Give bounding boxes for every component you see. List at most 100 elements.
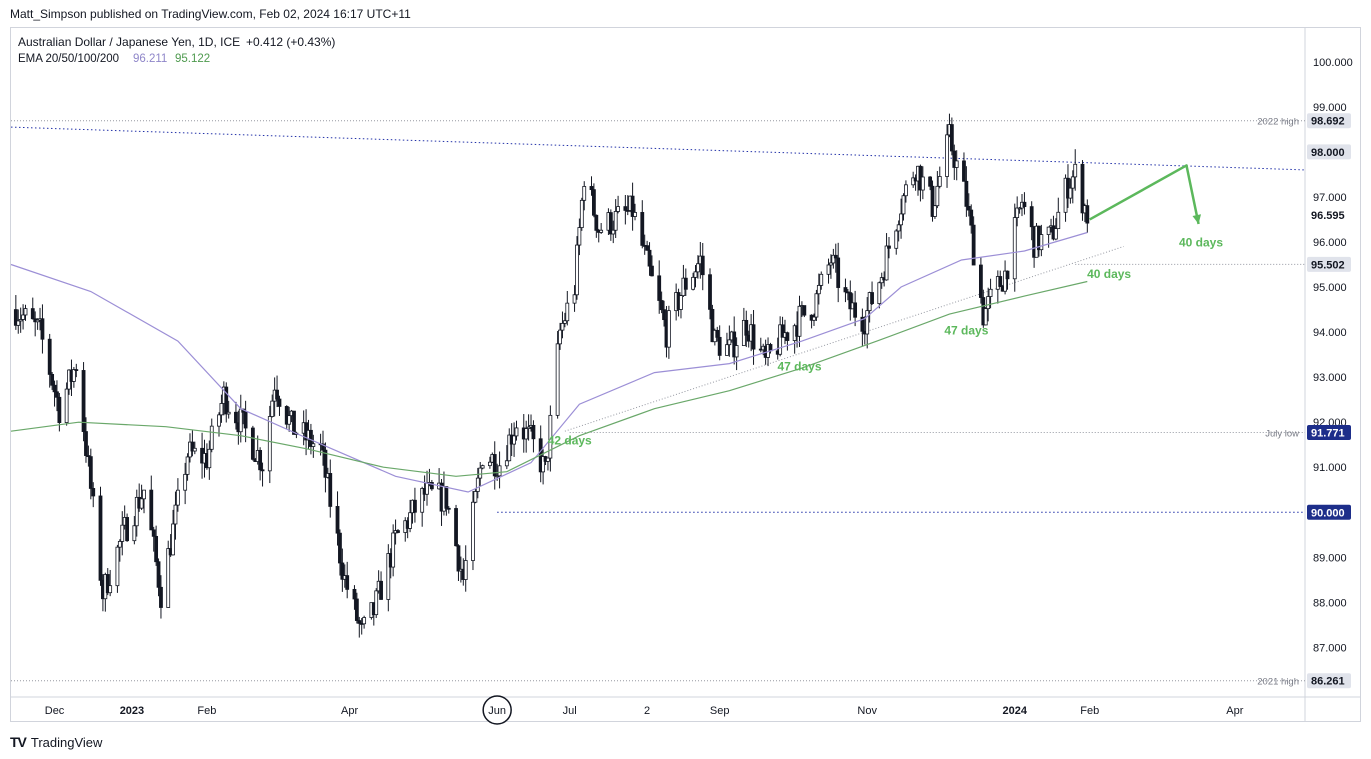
candle-body <box>185 456 190 475</box>
candle-body <box>267 416 272 472</box>
candle-body <box>971 224 976 266</box>
candle-body <box>71 369 76 382</box>
candle-body <box>558 329 562 345</box>
candle-body <box>23 308 28 316</box>
price-tick-label: 89.000 <box>1313 552 1347 564</box>
candle-body <box>647 249 652 267</box>
candle-body <box>831 254 836 264</box>
candle-body <box>270 400 275 417</box>
candle-body <box>734 345 739 358</box>
candle-body <box>778 324 783 355</box>
candle-body <box>492 454 497 477</box>
price-tag-label: 95.502 <box>1311 259 1345 271</box>
time-tick-label: Dec <box>45 705 65 717</box>
candle-body <box>848 292 853 310</box>
candle-body <box>679 295 683 310</box>
candle-body <box>1068 187 1073 199</box>
candle-body <box>562 320 567 324</box>
candle-body <box>933 205 937 217</box>
candle-body <box>374 590 379 616</box>
price-tag <box>1307 113 1351 129</box>
candle-body <box>962 160 966 182</box>
candle-body <box>978 264 983 298</box>
time-tick-label: 2023 <box>120 705 144 717</box>
price-tag-label: 98.692 <box>1311 116 1345 128</box>
tradingview-logo[interactable]: TV TradingView <box>10 734 102 750</box>
candle-body <box>105 574 110 594</box>
candle-body <box>514 427 519 437</box>
candle-body <box>275 389 279 400</box>
candle-body <box>117 540 122 548</box>
candle-body <box>243 411 248 429</box>
horizontal-levels: 2022 high July low 2021 high <box>11 117 1305 688</box>
candle-body <box>488 461 492 467</box>
candle-body <box>901 195 906 215</box>
candle-body <box>357 620 362 624</box>
candle-body <box>456 545 461 572</box>
candle-body <box>173 504 178 525</box>
candle-body <box>896 224 901 232</box>
ema-50-line <box>10 231 1088 493</box>
candle-body <box>183 473 188 491</box>
candle-body <box>475 477 480 492</box>
candle-body <box>952 150 957 168</box>
price-tick-label: 87.000 <box>1313 642 1347 654</box>
price-tag <box>1307 256 1351 272</box>
candle-body <box>40 318 45 340</box>
candle-body <box>134 496 139 527</box>
candle-body <box>88 456 93 489</box>
candle-body <box>352 588 357 600</box>
candle-body <box>379 580 383 600</box>
candle-body <box>52 384 57 393</box>
candle-body <box>16 320 21 326</box>
candle-body <box>904 184 908 197</box>
time-axis[interactable]: Dec 2023 Feb Apr Jun Jul 2 Sep Nov 2024 Feb Apr <box>45 695 1244 725</box>
candle-body <box>345 575 350 590</box>
candle-body <box>323 449 328 478</box>
candle-body <box>1070 176 1075 189</box>
candle-body <box>1056 211 1061 230</box>
ema-200-line <box>10 280 1088 477</box>
time-tick-label: 2 <box>644 705 650 717</box>
candle-body <box>812 316 816 321</box>
candle-body <box>894 230 899 249</box>
candle-body <box>589 186 594 191</box>
candle-body <box>696 263 700 273</box>
candle-body <box>572 294 577 304</box>
candle-body <box>870 292 874 304</box>
candle-body <box>945 134 949 177</box>
candle-body <box>645 245 650 251</box>
candle-body <box>13 309 18 326</box>
candle-body <box>480 465 485 469</box>
candle-body <box>966 205 971 211</box>
candle-body <box>425 482 429 495</box>
candle-body <box>836 257 841 288</box>
time-tick-label: Nov <box>857 705 877 717</box>
highlight-circle <box>482 695 512 725</box>
candle-body <box>190 441 195 452</box>
candle-body <box>408 512 412 529</box>
candle-body <box>802 305 807 316</box>
time-tick-label: Feb <box>1080 705 1099 717</box>
candle-body <box>444 486 449 509</box>
time-tick-label: Feb <box>197 705 216 717</box>
price-tick-label: 88.000 <box>1313 597 1347 609</box>
candle-body <box>843 287 848 293</box>
candle-body <box>853 302 858 318</box>
candle-body <box>691 276 695 290</box>
candle-body <box>884 245 889 281</box>
candle-body <box>623 206 628 211</box>
price-tag-label: 90.000 <box>1311 507 1345 519</box>
candle-body <box>640 212 645 246</box>
level-label: 2022 high <box>1257 117 1299 128</box>
candle-body <box>91 488 96 497</box>
ema-lines <box>10 231 1088 493</box>
candle-body <box>1073 163 1078 178</box>
candle-body <box>446 507 451 510</box>
candle-body <box>1085 205 1090 224</box>
time-tick-label: Jul <box>563 705 577 717</box>
candle-body <box>209 425 214 450</box>
candle-body <box>311 443 316 447</box>
candle-body <box>899 213 903 226</box>
